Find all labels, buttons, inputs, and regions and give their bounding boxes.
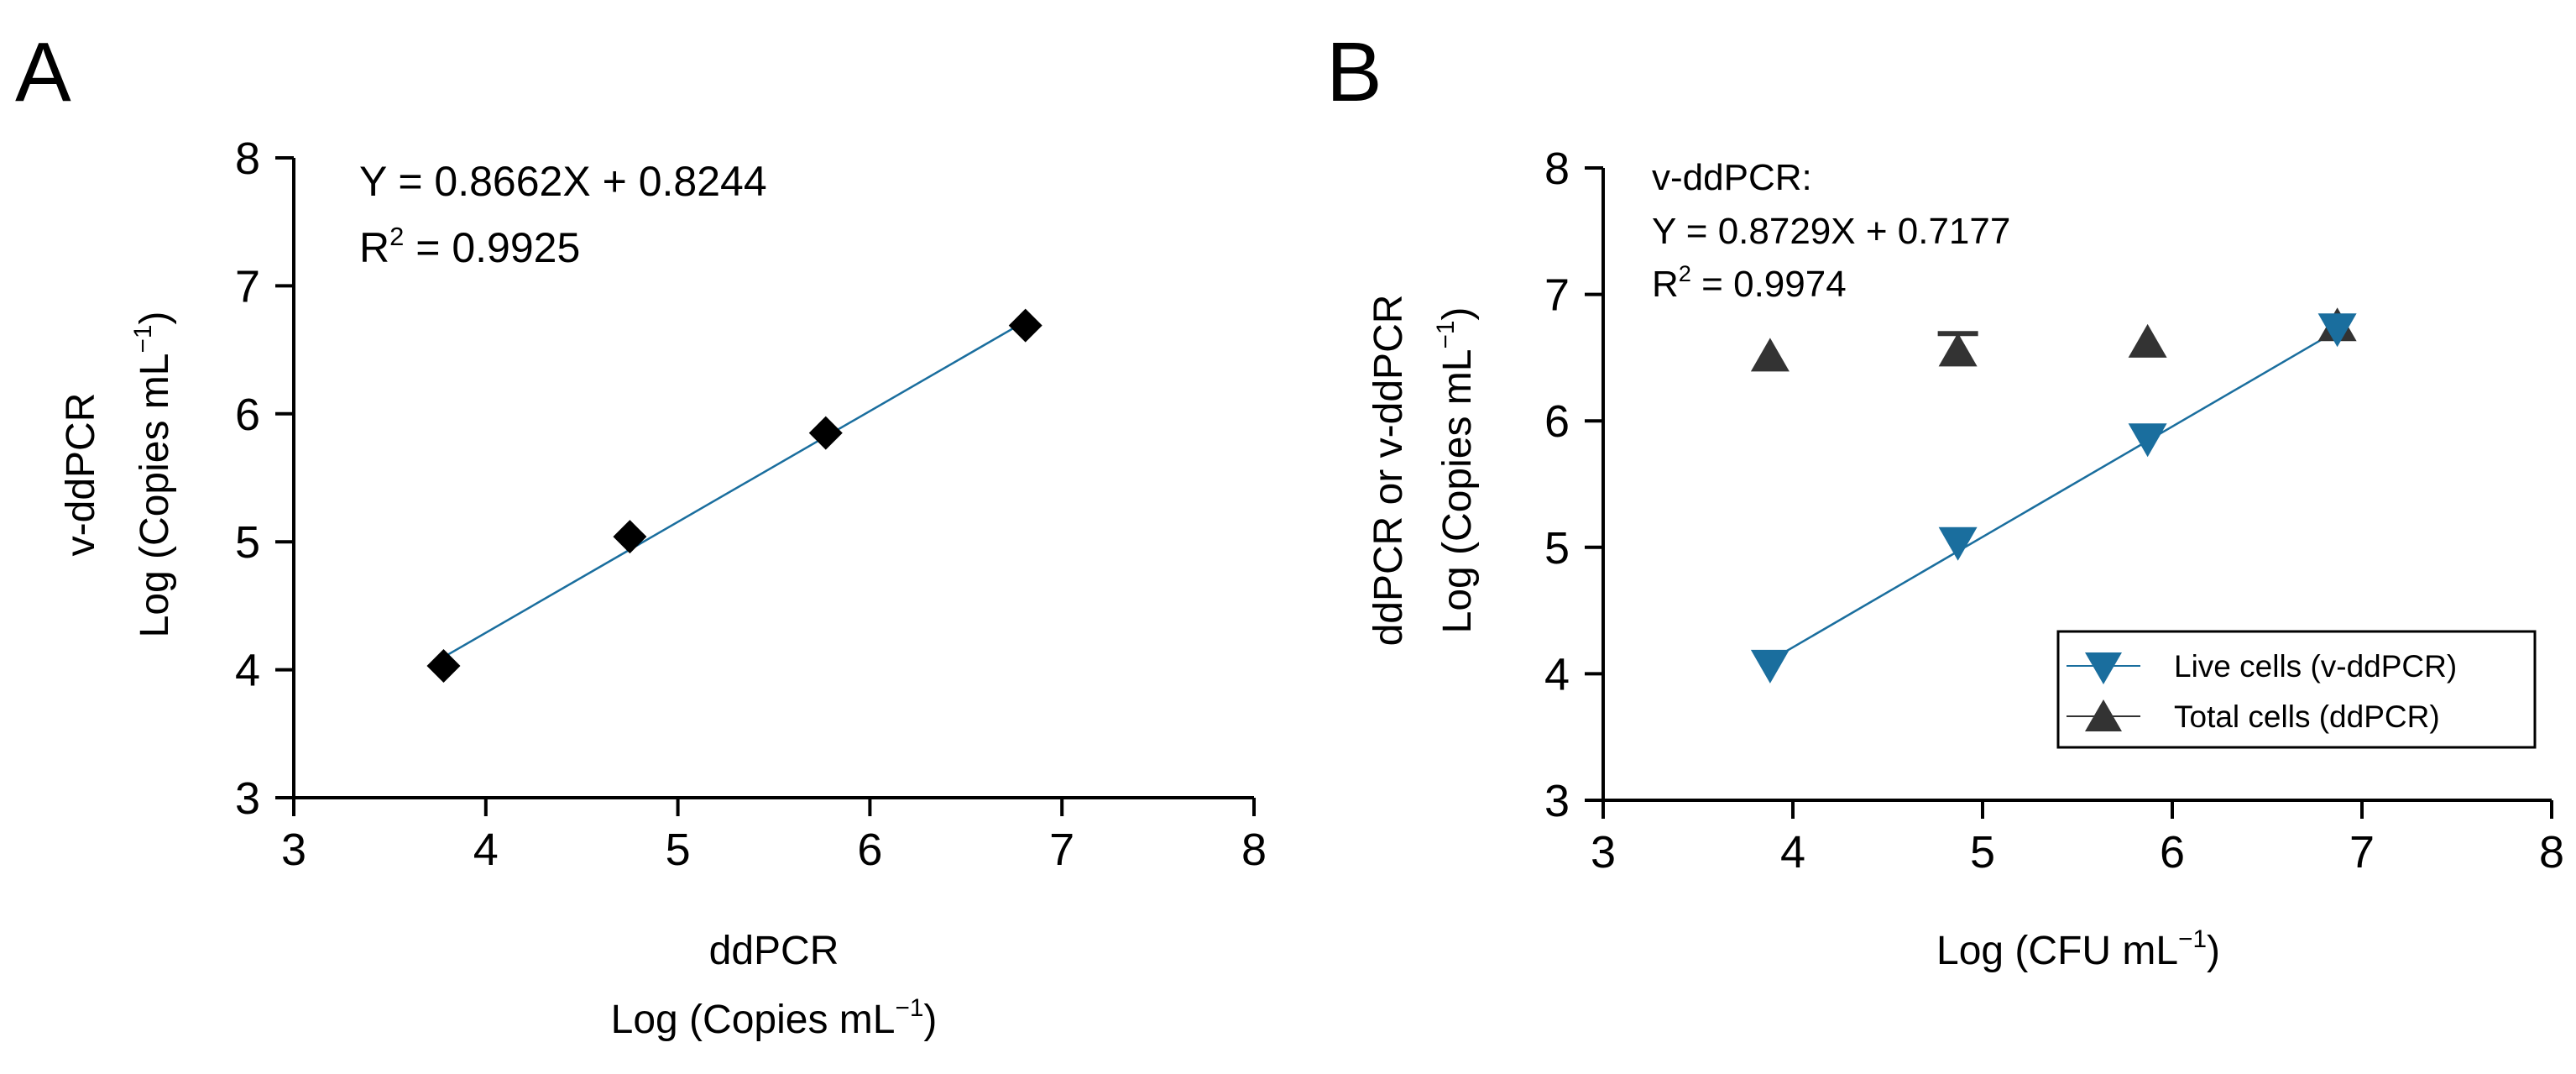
panel-a-y-title-group: v-ddPCR Log (Copies mL−1) xyxy=(59,312,177,638)
panel-b-live-point-2 xyxy=(2128,423,2167,458)
legend-total-marker xyxy=(2085,699,2122,731)
panel-b-points xyxy=(1750,307,2357,684)
panel-a-x-title-line2: Log (Copies mL−1) xyxy=(611,994,938,1042)
legend-box xyxy=(2056,630,2537,749)
legend-live-label: Live cells (v-ddPCR) xyxy=(2174,649,2457,684)
panel-a-r2-base: R xyxy=(359,224,389,271)
panel-a-x-tick-label-4: 7 xyxy=(1049,825,1074,875)
panel-a-x-tick-label-3: 6 xyxy=(857,825,882,875)
panel-b-x-title: Log (CFU mL−1) xyxy=(1936,925,2220,973)
panel-b-y-tick-label-2: 5 xyxy=(1544,523,1570,574)
panel-b-y-tick-label-3: 6 xyxy=(1544,396,1570,447)
panel-a-equation: Y = 0.8662X + 0.8244 xyxy=(359,158,767,205)
panel-a-point-3 xyxy=(1008,308,1042,343)
panel-a-point-0 xyxy=(426,649,461,684)
panel-b-y-title-post: ) xyxy=(1435,307,1480,321)
panel-b-eq-title: v-ddPCR: xyxy=(1652,157,1812,198)
panel-b-y-title-sup: −1 xyxy=(1432,321,1460,349)
panel-a-points xyxy=(426,308,1042,684)
panel-b-x-tick-label-5: 8 xyxy=(2539,827,2564,878)
panel-b-fit-group xyxy=(1769,329,2338,662)
panel-b-x-tick-label-1: 4 xyxy=(1780,827,1805,878)
panel-b-fit-line xyxy=(1769,329,2338,662)
panel-b-x-tick-label-4: 7 xyxy=(2349,827,2375,878)
panel-a-r2-value: = 0.9925 xyxy=(404,224,580,271)
panel-a-y-title-line2: Log (Copies mL−1) xyxy=(129,312,177,638)
panel-a-x-title-line1: ddPCR xyxy=(709,929,839,973)
panel-a-y-title-sup: −1 xyxy=(129,325,157,354)
panel-b-ticks: 3 4 5 6 7 8 3 4 5 6 7 8 xyxy=(1544,144,2564,878)
panel-b-x-title-post: ) xyxy=(2207,929,2220,973)
panel-a-r2: R2 = 0.9925 xyxy=(359,222,580,271)
panel-a-x-title-sup: −1 xyxy=(895,994,923,1022)
panel-a-x-title-pre: Log (Copies mL xyxy=(611,998,896,1042)
panel-b-y-title-pre: Log (Copies mL xyxy=(1435,349,1480,634)
panel-a-y-tick-label-0: 3 xyxy=(235,773,260,824)
panel-a: A 3 4 5 6 7 8 3 4 5 6 7 8 Y = 0.8662X + 0.8244 R2 =… xyxy=(15,25,1267,1042)
panel-a-ticks: 3 4 5 6 7 8 3 4 5 6 7 8 xyxy=(235,134,1267,875)
panel-b-r2-base: R xyxy=(1652,264,1679,305)
panel-a-x-tick-label-2: 5 xyxy=(666,825,691,875)
panel-b-y-title-line1: ddPCR or v-ddPCR xyxy=(1366,295,1411,647)
panel-b-legend: Live cells (v-ddPCR) Total cells (ddPCR) xyxy=(2056,630,2537,749)
panel-a-y-title-line1: v-ddPCR xyxy=(59,393,103,557)
panel-a-y-tick-label-4: 7 xyxy=(235,261,260,312)
panel-b-x-tick-label-0: 3 xyxy=(1591,827,1616,878)
panel-b-live-point-0 xyxy=(1750,649,1790,684)
panel-a-y-tick-label-5: 8 xyxy=(235,134,260,184)
panel-b-y-tick-label-0: 3 xyxy=(1544,776,1570,826)
panel-b-y-tick-label-4: 7 xyxy=(1544,270,1570,321)
panel-a-x-tick-label-1: 4 xyxy=(473,825,499,875)
panel-a-y-tick-label-1: 4 xyxy=(235,646,260,696)
panel-a-point-1 xyxy=(613,520,647,554)
panel-b-total-point-2 xyxy=(2128,323,2167,358)
panel-b-r2-value: = 0.9974 xyxy=(1691,264,1847,305)
panel-b-total-point-0 xyxy=(1750,338,1790,372)
legend-live-marker xyxy=(2085,652,2122,684)
panel-b-live-point-3 xyxy=(2317,313,2357,348)
legend-total-label: Total cells (ddPCR) xyxy=(2174,699,2440,734)
panel-b-y-tick-label-1: 4 xyxy=(1544,649,1570,699)
panel-b-x-tick-label-2: 5 xyxy=(1970,827,1995,878)
panel-b-x-title-pre: Log (CFU mL xyxy=(1936,929,2178,973)
panel-a-point-2 xyxy=(808,416,843,450)
panel-a-y-tick-label-2: 5 xyxy=(235,517,260,568)
panel-a-fit-line xyxy=(442,320,1027,658)
panel-b-total-point-1 xyxy=(1938,333,1978,367)
panel-b: B 3 4 5 6 7 8 3 4 5 6 7 8 v-ddPCR: Y = 0.8729X + 0.… xyxy=(1326,25,2564,973)
panel-a-y-tick-label-3: 6 xyxy=(235,390,260,440)
panel-a-fit-group xyxy=(442,320,1027,658)
panel-b-x-tick-label-3: 6 xyxy=(2160,827,2185,878)
panel-a-y-title-pre: Log (Copies mL xyxy=(133,354,177,638)
panel-a-x-tick-label-0: 3 xyxy=(281,825,306,875)
panel-b-equation: Y = 0.8729X + 0.7177 xyxy=(1652,211,2010,252)
panel-b-y-title-line2: Log (Copies mL−1) xyxy=(1432,307,1480,634)
panel-b-r2-sup: 2 xyxy=(1679,260,1691,286)
panel-b-letter: B xyxy=(1326,25,1382,119)
panel-a-axes xyxy=(292,158,1254,799)
panel-b-x-title-sup: −1 xyxy=(2178,925,2207,953)
panel-b-live-point-1 xyxy=(1938,527,1978,561)
panel-b-y-tick-label-5: 8 xyxy=(1544,144,1570,194)
panel-a-r2-sup: 2 xyxy=(389,222,404,251)
panel-a-y-title-post: ) xyxy=(133,312,177,325)
panel-a-letter: A xyxy=(15,25,71,119)
panel-a-x-tick-label-5: 8 xyxy=(1241,825,1267,875)
panel-a-x-title-post: ) xyxy=(923,998,937,1042)
panel-b-axes xyxy=(1602,168,2552,802)
panel-b-r2: R2 = 0.9974 xyxy=(1652,260,1847,305)
